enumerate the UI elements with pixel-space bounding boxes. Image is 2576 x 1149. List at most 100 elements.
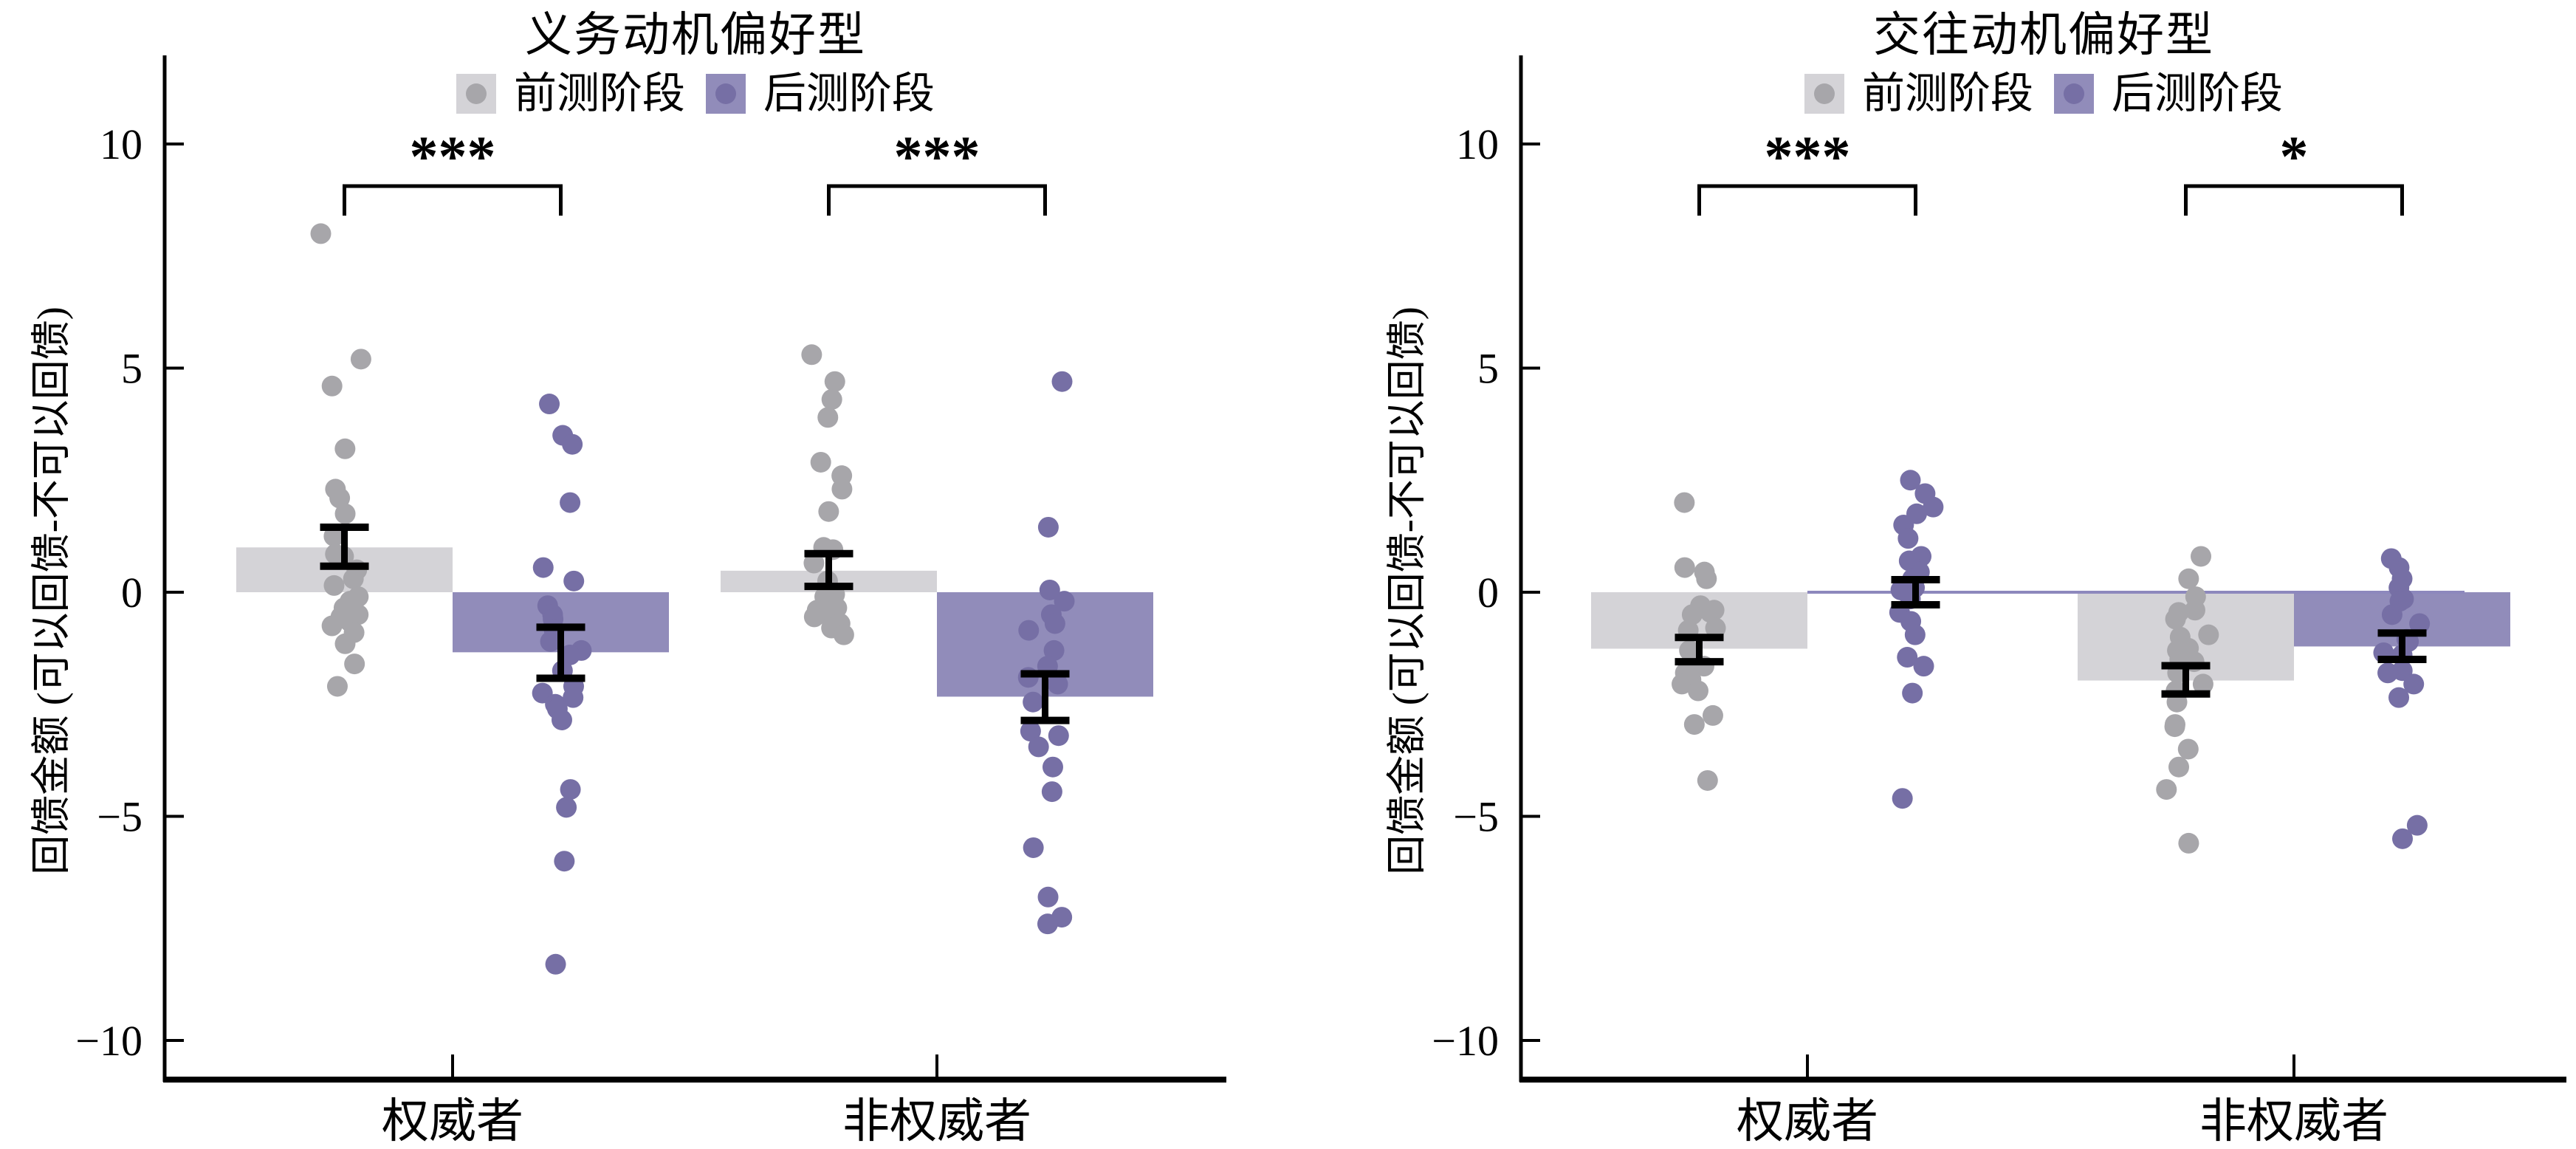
y-tick-label: −10 bbox=[75, 1017, 142, 1065]
data-point bbox=[2191, 546, 2212, 567]
data-point bbox=[833, 624, 854, 645]
data-point bbox=[1674, 557, 1695, 578]
data-point bbox=[556, 797, 577, 818]
data-point bbox=[1037, 886, 1059, 908]
data-point bbox=[1913, 656, 1934, 677]
y-tick-label: −5 bbox=[97, 793, 142, 841]
data-point bbox=[817, 407, 839, 428]
legend-label-posttest: 后测阶段 bbox=[763, 69, 935, 117]
significance-bracket bbox=[343, 184, 563, 216]
data-point bbox=[1018, 620, 1040, 641]
legend-dot-icon bbox=[2064, 83, 2084, 104]
data-point bbox=[2198, 624, 2219, 645]
data-point bbox=[1697, 769, 1718, 791]
data-point bbox=[350, 349, 371, 370]
data-point bbox=[551, 709, 572, 730]
error-bar bbox=[804, 549, 853, 591]
legend-item-posttest: 后测阶段 bbox=[2054, 69, 2283, 118]
data-point bbox=[2168, 756, 2190, 778]
data-point bbox=[1700, 602, 1721, 623]
data-point bbox=[810, 451, 831, 473]
data-point bbox=[1044, 613, 1065, 634]
data-point bbox=[801, 344, 822, 366]
significance-stars: * bbox=[2280, 124, 2309, 188]
data-point bbox=[1702, 704, 1723, 726]
data-point bbox=[1048, 725, 1069, 747]
data-point bbox=[2377, 662, 2399, 684]
data-point bbox=[1020, 721, 1041, 742]
data-point bbox=[334, 503, 356, 524]
left-chart-title: 义务动机偏好型 bbox=[525, 9, 866, 61]
data-point bbox=[2184, 600, 2205, 621]
data-point bbox=[539, 394, 560, 415]
data-point bbox=[821, 388, 842, 410]
y-tick-label: −5 bbox=[1453, 793, 1499, 841]
data-point bbox=[1039, 579, 1060, 600]
data-point bbox=[1043, 639, 1065, 661]
left-legend: 前测阶段 后测阶段 bbox=[165, 69, 1226, 118]
error-bar bbox=[1020, 670, 1070, 724]
legend-item-pretest: 前测阶段 bbox=[456, 69, 685, 118]
significance-stars: *** bbox=[410, 124, 496, 188]
data-point bbox=[1023, 691, 1044, 713]
data-point bbox=[1028, 736, 1049, 758]
legend-item-posttest: 后测阶段 bbox=[706, 69, 935, 118]
data-point bbox=[2392, 828, 2414, 849]
data-point bbox=[803, 606, 825, 628]
legend-swatch-pretest-icon bbox=[1804, 74, 1844, 114]
data-point bbox=[532, 557, 554, 578]
data-point bbox=[321, 375, 343, 397]
data-point bbox=[562, 433, 583, 455]
data-point bbox=[1687, 680, 1708, 702]
data-point bbox=[1897, 647, 1918, 668]
data-point bbox=[1892, 788, 1913, 809]
legend-swatch-pretest-icon bbox=[456, 74, 496, 114]
significance-bracket bbox=[2184, 184, 2404, 216]
data-point bbox=[334, 438, 356, 459]
data-point bbox=[1897, 528, 1919, 549]
data-point bbox=[1904, 624, 1926, 645]
y-tick-label: 0 bbox=[121, 569, 142, 617]
data-point bbox=[1041, 781, 1062, 803]
data-point bbox=[1037, 913, 1058, 935]
data-point bbox=[2388, 687, 2410, 708]
data-point bbox=[323, 574, 345, 596]
legend-label-pretest: 前测阶段 bbox=[1861, 69, 2033, 117]
error-bar bbox=[1675, 634, 1724, 666]
data-point bbox=[540, 631, 561, 652]
data-point bbox=[824, 371, 845, 392]
data-point bbox=[2178, 832, 2199, 854]
legend-dot-icon bbox=[1813, 83, 1835, 104]
right-chart-title: 交往动机偏好型 bbox=[1873, 9, 2214, 61]
data-point bbox=[1672, 673, 1693, 695]
data-point bbox=[323, 526, 345, 547]
data-point bbox=[1923, 496, 1944, 518]
y-tick-label: 10 bbox=[1456, 120, 1499, 168]
data-point bbox=[1696, 568, 1717, 589]
error-bar bbox=[2161, 662, 2211, 698]
error-bar bbox=[1891, 576, 1940, 608]
legend-label-pretest: 前测阶段 bbox=[513, 69, 685, 117]
data-point bbox=[310, 223, 332, 244]
y-tick-label: 5 bbox=[1477, 345, 1499, 393]
data-point bbox=[2164, 716, 2185, 738]
data-point bbox=[1683, 714, 1705, 735]
legend-item-pretest: 前测阶段 bbox=[1804, 69, 2033, 118]
data-point bbox=[2178, 568, 2199, 589]
legend-dot-icon bbox=[465, 83, 487, 104]
data-point bbox=[1674, 492, 1695, 513]
significance-bracket bbox=[1697, 184, 1917, 216]
legend-swatch-posttest-icon bbox=[2054, 74, 2094, 114]
significance-bracket bbox=[827, 184, 1047, 216]
data-point bbox=[2156, 779, 2177, 800]
data-point bbox=[2403, 673, 2425, 695]
data-point bbox=[563, 570, 585, 591]
data-point bbox=[1681, 604, 1703, 625]
right-legend: 前测阶段 后测阶段 bbox=[1521, 69, 2566, 118]
data-point bbox=[559, 644, 580, 665]
data-point bbox=[334, 633, 356, 654]
data-point bbox=[831, 479, 853, 500]
